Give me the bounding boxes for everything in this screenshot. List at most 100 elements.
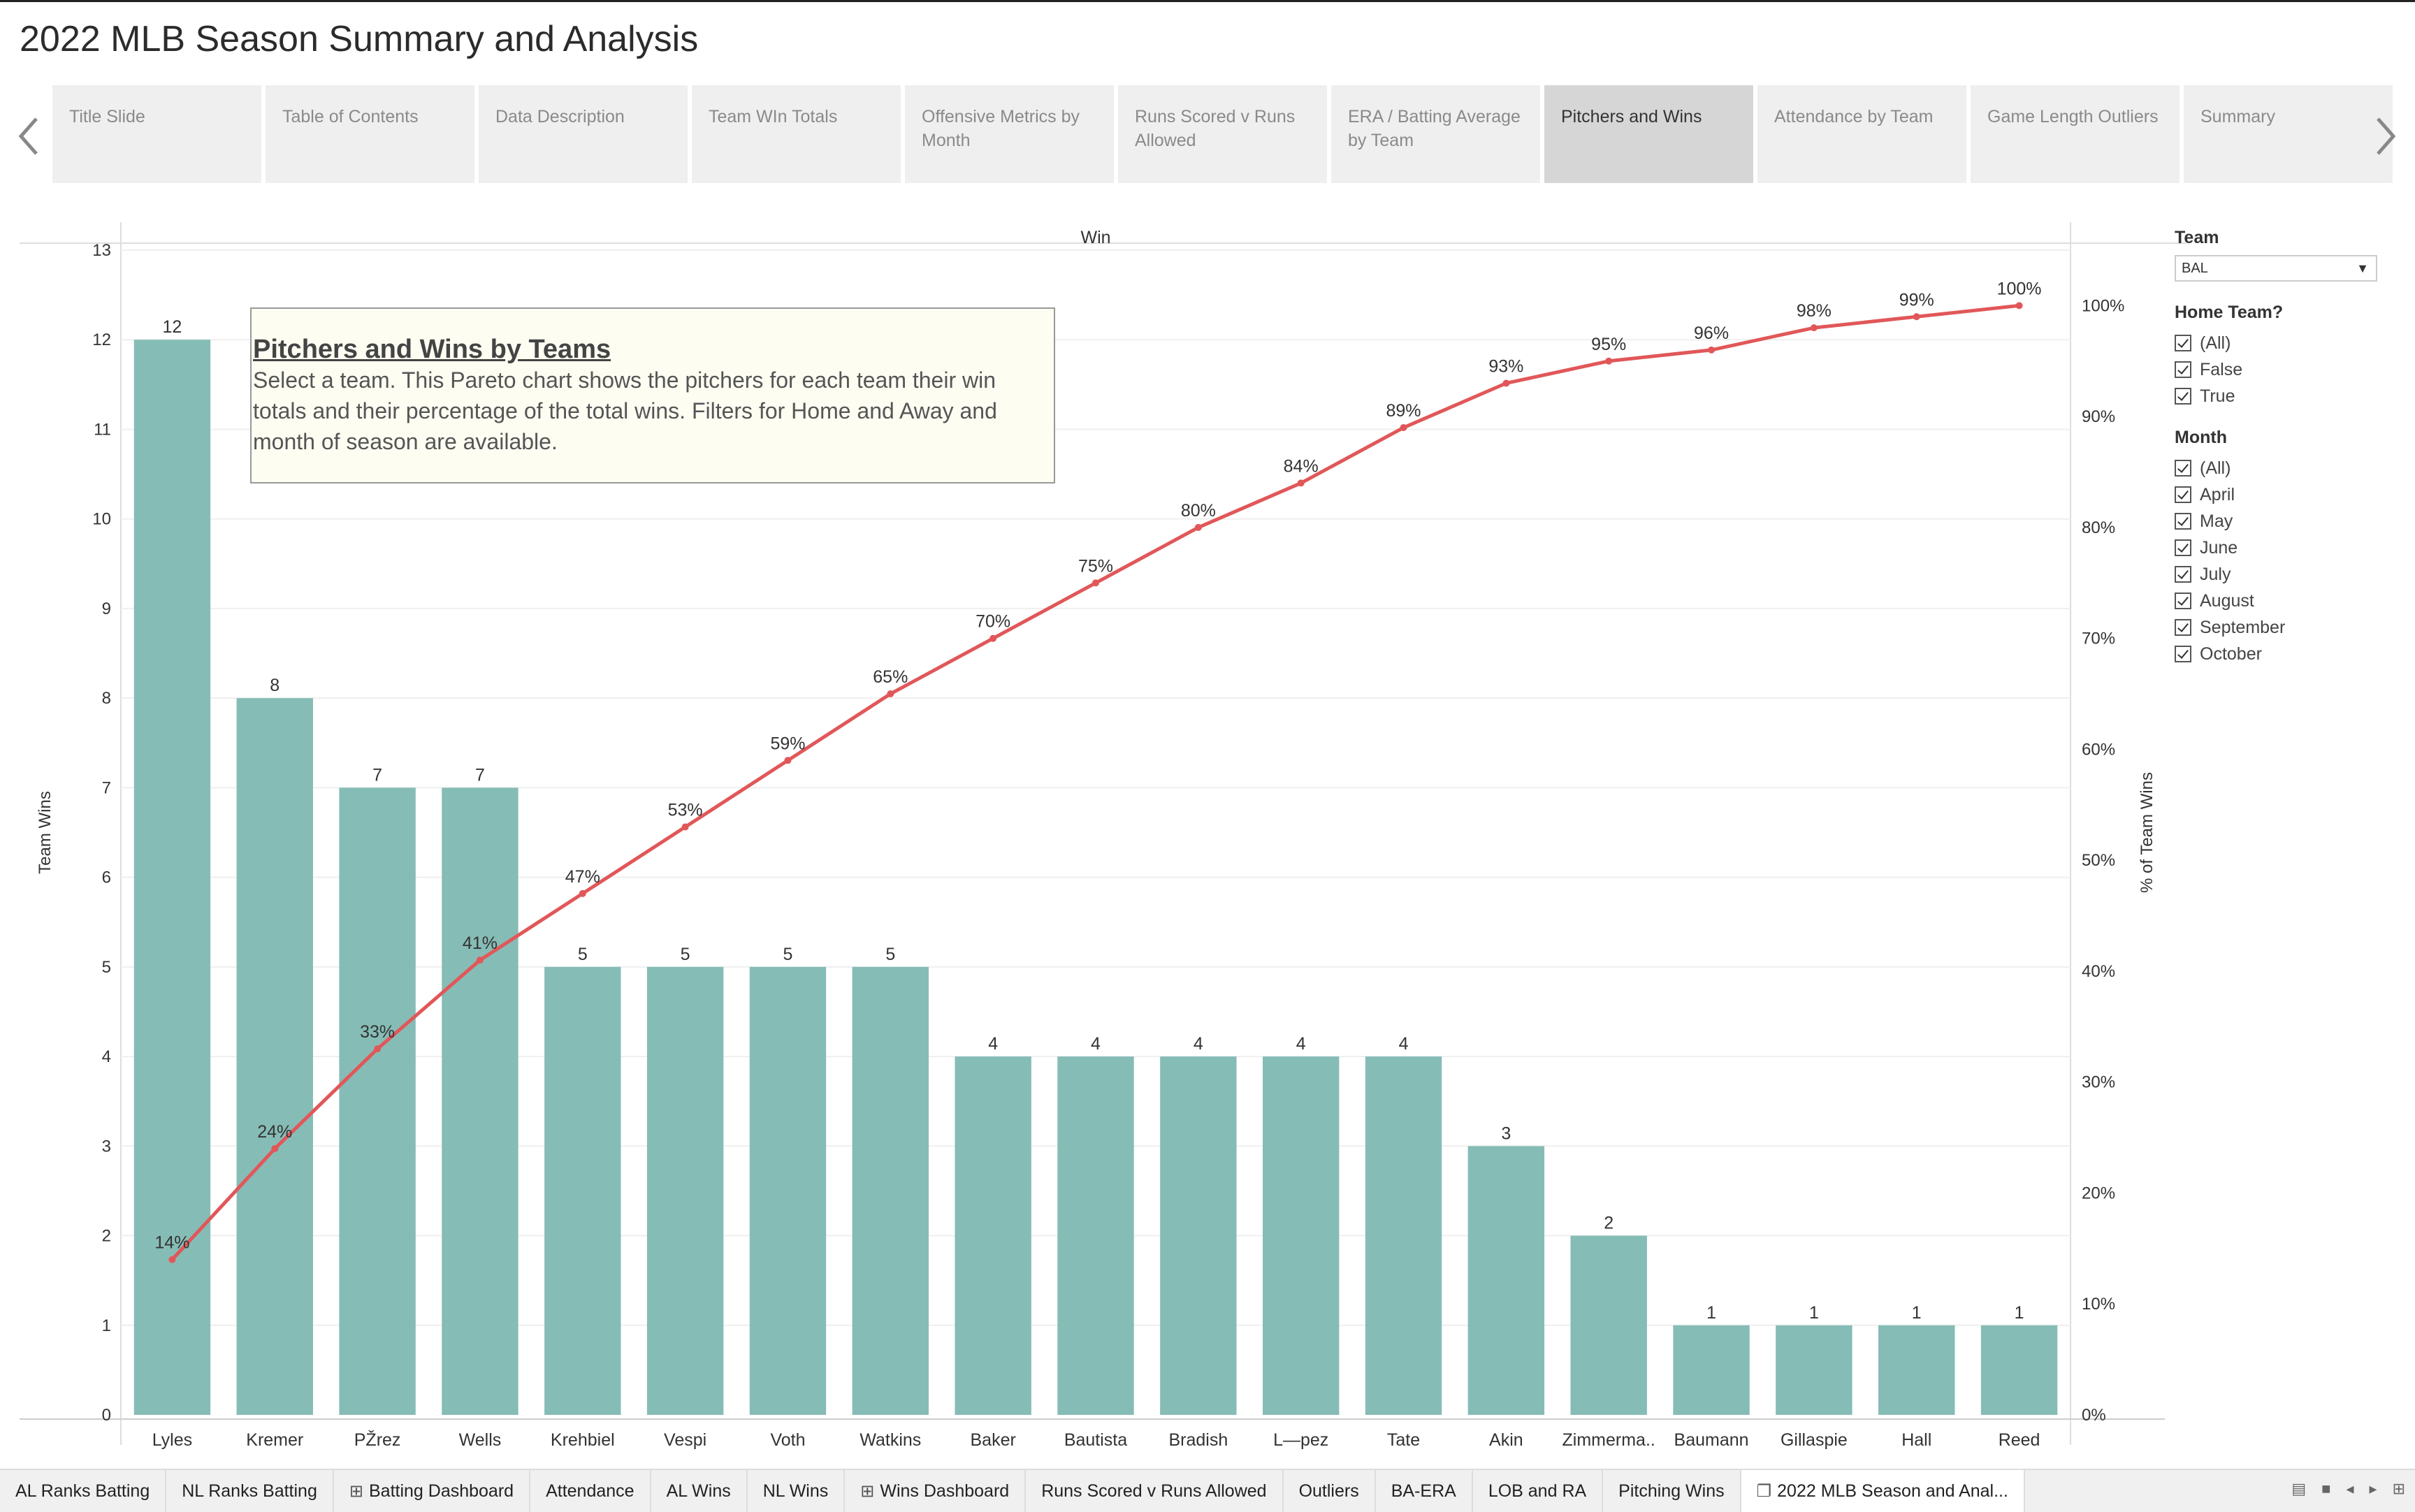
story-point-tab[interactable]: Runs Scored v Runs Allowed xyxy=(1118,85,1327,183)
team-select[interactable]: BAL ▼ xyxy=(2175,255,2377,282)
filter-option[interactable]: (All) xyxy=(2175,330,2384,356)
checkbox-checked-icon[interactable] xyxy=(2175,513,2191,530)
checkbox-checked-icon[interactable] xyxy=(2175,566,2191,583)
sheet-tab[interactable]: BA-ERA xyxy=(1376,1470,1473,1512)
sheet-tab-label: NL Wins xyxy=(762,1481,829,1501)
bar-value-label: 4 xyxy=(1296,1034,1306,1054)
sheet-tab-bar: AL Ranks Batting NL Ranks Batting ⊞ Batting… xyxy=(0,1469,2415,1512)
checkbox-checked-icon[interactable] xyxy=(2175,388,2191,405)
sheet-tab-label: NL Ranks Batting xyxy=(182,1481,317,1501)
line-point xyxy=(1502,379,1510,387)
sheet-tab-label: Outliers xyxy=(1298,1481,1359,1501)
annotation-title: Pitchers and Wins by Teams xyxy=(253,335,611,364)
line-value-label: 47% xyxy=(565,867,600,887)
bar-value-label: 4 xyxy=(988,1034,998,1054)
bar xyxy=(544,966,621,1415)
line-value-label: 65% xyxy=(873,667,908,687)
sheet-tab[interactable]: Runs Scored v Runs Allowed xyxy=(1026,1470,1284,1512)
filter-option[interactable]: October xyxy=(2175,641,2384,667)
story-point-tab[interactable]: Offensive Metrics by Month xyxy=(905,85,1114,183)
sheet-tab[interactable]: NL Ranks Batting xyxy=(166,1470,334,1512)
chevron-right-icon[interactable] xyxy=(2364,105,2406,168)
filter-option[interactable]: June xyxy=(2175,535,2384,561)
tab-bar-controls: ▤ ■ ◂ ▸ ⊞ xyxy=(2291,1480,2405,1498)
filter-option[interactable]: False xyxy=(2175,356,2384,383)
previous-sheet-icon[interactable]: ◂ xyxy=(2346,1480,2354,1497)
sheet-tab[interactable]: ❐ 2022 MLB Season and Anal... xyxy=(1741,1470,2025,1512)
y2-tick-label: 50% xyxy=(2082,851,2115,870)
y2-tick-label: 100% xyxy=(2082,296,2124,315)
team-filter-label: Team xyxy=(2175,228,2219,247)
sheet-tab[interactable]: Attendance xyxy=(530,1470,651,1512)
checkbox-checked-icon[interactable] xyxy=(2175,539,2191,556)
sheet-tab[interactable]: ⊞ Batting Dashboard xyxy=(334,1470,531,1512)
filter-option[interactable]: May xyxy=(2175,508,2384,535)
bar xyxy=(1673,1325,1750,1415)
checkbox-checked-icon[interactable] xyxy=(2175,361,2191,378)
next-sheet-icon[interactable]: ▸ xyxy=(2369,1480,2377,1497)
sheet-tab[interactable]: AL Wins xyxy=(651,1470,748,1512)
show-filmstrip-icon[interactable]: ▤ xyxy=(2291,1480,2307,1497)
pareto-chart-svg: 0123456789101112130%10%20%30%40%50%60%70… xyxy=(20,222,2186,1450)
y-tick-label: 6 xyxy=(102,868,111,887)
filter-option[interactable]: April xyxy=(2175,481,2384,508)
bar xyxy=(1057,1056,1134,1415)
show-tabs-icon[interactable]: ■ xyxy=(2321,1480,2331,1497)
sheet-tab-label: Batting Dashboard xyxy=(368,1481,514,1501)
line-value-label: 84% xyxy=(1284,456,1319,476)
x-tick-label: Voth xyxy=(770,1430,805,1450)
y-tick-label: 2 xyxy=(102,1227,111,1246)
dropdown-arrow-icon[interactable]: ▼ xyxy=(2356,261,2369,275)
checkbox-checked-icon[interactable] xyxy=(2175,486,2191,503)
y-tick-label: 1 xyxy=(102,1316,111,1335)
story-point-tab[interactable]: Team WIn Totals xyxy=(692,85,901,183)
checkbox-checked-icon[interactable] xyxy=(2175,460,2191,477)
filter-option-label: (All) xyxy=(2200,458,2231,478)
story-point-tab[interactable]: Pitchers and Wins xyxy=(1544,85,1753,183)
sheet-tab[interactable]: NL Wins xyxy=(748,1470,846,1512)
story-point-tab[interactable]: ERA / Batting Average by Team xyxy=(1331,85,1540,183)
y2-tick-label: 0% xyxy=(2082,1406,2106,1425)
y-tick-label: 8 xyxy=(102,689,111,708)
bar xyxy=(749,966,827,1415)
sheet-sorter-icon[interactable]: ⊞ xyxy=(2392,1480,2405,1497)
sheet-tab[interactable]: LOB and RA xyxy=(1473,1470,1604,1512)
y2-tick-label: 10% xyxy=(2082,1295,2115,1314)
filter-option-label: August xyxy=(2200,590,2254,611)
filter-option[interactable]: August xyxy=(2175,588,2384,614)
checkbox-checked-icon[interactable] xyxy=(2175,619,2191,636)
sheet-tab[interactable]: Outliers xyxy=(1284,1470,1376,1512)
story-point-tab[interactable]: Attendance by Team xyxy=(1757,85,1966,183)
line-value-label: 95% xyxy=(1591,335,1626,354)
checkbox-checked-icon[interactable] xyxy=(2175,593,2191,609)
filter-option[interactable]: September xyxy=(2175,614,2384,641)
story-point-tab[interactable]: Title Slide xyxy=(52,85,261,183)
filter-option[interactable]: True xyxy=(2175,383,2384,409)
x-tick-label: Krehbiel xyxy=(551,1430,615,1450)
checkbox-checked-icon[interactable] xyxy=(2175,646,2191,662)
y-tick-label: 5 xyxy=(102,958,111,977)
bar-value-label: 4 xyxy=(1399,1034,1409,1054)
story-point-tab[interactable]: Table of Contents xyxy=(266,85,474,183)
checkbox-checked-icon[interactable] xyxy=(2175,335,2191,351)
line-value-label: 75% xyxy=(1078,556,1113,576)
sheet-tab[interactable]: Pitching Wins xyxy=(1603,1470,1741,1512)
bar xyxy=(442,787,518,1415)
filter-option-label: September xyxy=(2200,617,2286,637)
x-tick-label: Baumann xyxy=(1674,1430,1749,1450)
chevron-left-icon[interactable] xyxy=(8,105,50,168)
story-icon: ❐ xyxy=(1756,1481,1772,1501)
line-value-label: 99% xyxy=(1899,290,1934,310)
line-value-label: 33% xyxy=(360,1022,395,1042)
story-point-tab[interactable]: Game Length Outliers xyxy=(1971,85,2180,183)
story-point-tab[interactable]: Summary xyxy=(2184,85,2393,183)
sheet-tab[interactable]: ⊞ Wins Dashboard xyxy=(845,1470,1027,1512)
x-tick-label: L—pez xyxy=(1273,1430,1328,1450)
filter-option[interactable]: July xyxy=(2175,561,2384,588)
sheet-tab[interactable]: AL Ranks Batting xyxy=(0,1470,167,1512)
team-select-value: BAL xyxy=(2182,261,2208,276)
story-point-tab[interactable]: Data Description xyxy=(479,85,688,183)
dashboard-icon: ⊞ xyxy=(349,1481,363,1501)
filter-option[interactable]: (All) xyxy=(2175,455,2384,481)
line-point xyxy=(1092,579,1099,587)
